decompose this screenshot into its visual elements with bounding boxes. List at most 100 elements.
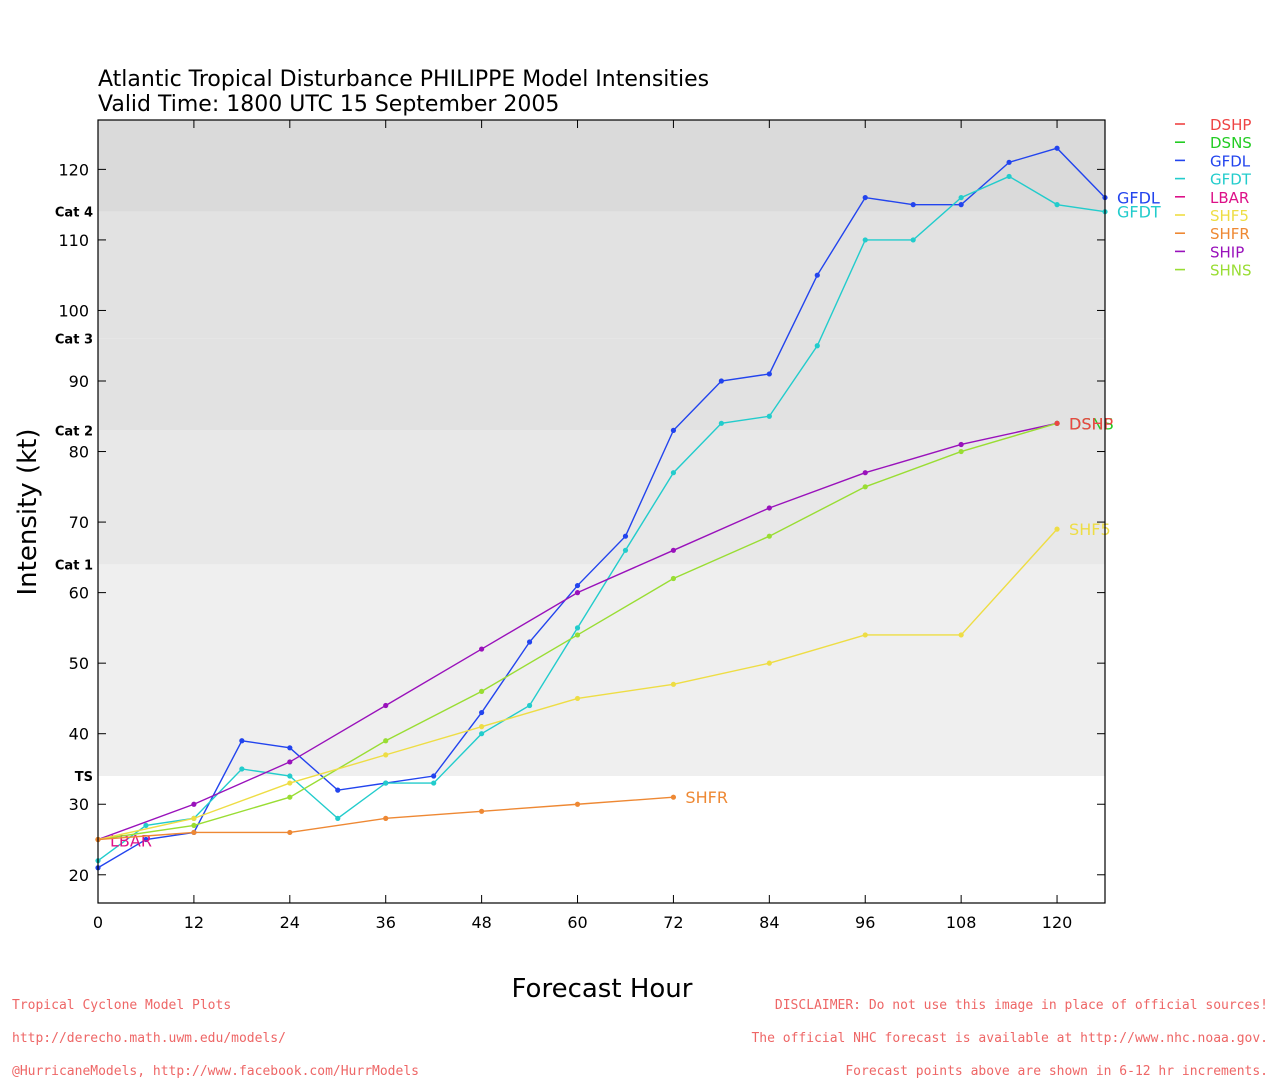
y-tick-label: 70 <box>69 513 89 532</box>
legend-item: DSNS <box>1175 134 1252 152</box>
series-end-label: GFDT <box>1117 203 1161 222</box>
data-point <box>143 836 149 843</box>
footer-disclaimer-line: Forecast points above are shown in 6-12 … <box>845 1064 1268 1079</box>
series-shfr: SHFR <box>95 788 728 843</box>
data-point <box>622 533 629 539</box>
y-tick-label: 30 <box>69 795 89 814</box>
data-point <box>479 724 485 730</box>
data-point <box>910 202 916 208</box>
data-point <box>766 371 772 377</box>
footer-credit-line: http://derecho.math.uwm.edu/models/ <box>12 1031 286 1046</box>
x-tick-label: 108 <box>946 913 977 932</box>
legend-item: DSHP <box>1175 116 1251 134</box>
x-axis-label: Forecast Hour <box>512 974 693 1004</box>
data-point <box>239 738 245 744</box>
data-point <box>431 773 437 779</box>
legend-label: SHF5 <box>1210 207 1249 225</box>
data-point <box>670 575 677 582</box>
data-point <box>287 794 293 800</box>
data-point <box>958 632 964 638</box>
data-point <box>383 738 389 744</box>
y-axis-ticks: 20 30 40 50 60 70 80 90 100 110 120 <box>58 160 1105 885</box>
x-tick-label: 60 <box>567 913 587 932</box>
data-point <box>1006 159 1012 165</box>
legend-label: DSHP <box>1210 116 1251 134</box>
category-label: Cat 1 <box>55 558 93 573</box>
data-point <box>479 731 485 737</box>
x-tick-label: 48 <box>471 913 491 932</box>
y-axis-label: Intensity (kt) <box>13 429 43 596</box>
data-point <box>191 822 197 829</box>
category-band <box>98 338 1105 431</box>
data-point <box>1054 202 1060 208</box>
data-point <box>862 237 868 243</box>
series-ship <box>95 420 1060 843</box>
x-tick-label: 12 <box>184 913 204 932</box>
series-end-label: DSHP <box>1069 414 1114 433</box>
data-point <box>670 547 677 553</box>
footer-disclaimer-line: The official NHC forecast is available a… <box>751 1031 1268 1046</box>
data-point <box>670 794 677 800</box>
data-point <box>766 660 772 666</box>
data-point <box>670 470 677 476</box>
legend-item: LBAR <box>1175 189 1249 207</box>
data-point <box>383 780 389 786</box>
footer-credits: Tropical Cyclone Model Plots http://dere… <box>12 978 419 1088</box>
x-tick-label: 84 <box>759 913 779 932</box>
data-point <box>574 590 581 596</box>
data-point <box>191 815 197 821</box>
data-point <box>862 632 868 638</box>
data-point <box>335 815 341 821</box>
data-point <box>287 773 293 779</box>
data-point <box>287 829 293 836</box>
category-label: Cat 4 <box>55 206 93 221</box>
chart-title: Atlantic Tropical Disturbance PHILIPPE M… <box>98 67 709 92</box>
data-point <box>958 202 964 208</box>
data-point <box>383 752 389 758</box>
x-axis-ticks: 0 12 24 36 48 60 72 84 96 108 120 <box>93 120 1072 932</box>
data-point <box>670 427 677 433</box>
y-tick-label: 40 <box>69 725 89 744</box>
data-point <box>718 420 724 426</box>
legend-label: SHNS <box>1210 262 1252 280</box>
category-bands <box>98 120 1105 777</box>
category-label: Cat 3 <box>55 333 93 348</box>
data-point <box>479 646 485 652</box>
legend-label: DSNS <box>1210 134 1252 152</box>
legend-label: SHIP <box>1210 243 1244 261</box>
data-point <box>526 639 533 645</box>
data-point <box>958 448 964 455</box>
footer-disclaimer-line: DISCLAIMER: Do not use this image in pla… <box>774 998 1268 1013</box>
data-point <box>383 702 389 709</box>
data-point <box>766 413 772 419</box>
x-tick-label: 72 <box>663 913 683 932</box>
data-point <box>622 547 629 553</box>
data-point <box>670 681 677 687</box>
series-line <box>97 147 1106 869</box>
category-band <box>98 564 1105 777</box>
data-point <box>574 695 581 702</box>
data-point <box>958 194 964 201</box>
intensity-chart: Atlantic Tropical Disturbance PHILIPPE M… <box>13 67 1252 1004</box>
data-point <box>526 702 533 709</box>
y-tick-label: 100 <box>58 301 89 320</box>
category-band <box>98 211 1105 339</box>
legend-label: GFDL <box>1210 152 1251 170</box>
data-point <box>862 484 868 490</box>
data-point <box>239 766 245 772</box>
data-point <box>574 582 581 589</box>
x-tick-label: 0 <box>93 913 103 932</box>
data-point <box>574 632 581 638</box>
data-point <box>862 194 868 201</box>
data-point <box>1006 173 1012 180</box>
data-point <box>383 815 389 821</box>
legend-label: GFDT <box>1210 171 1252 189</box>
series-shf5: SHF5 <box>95 520 1111 843</box>
legend-label: LBAR <box>1210 189 1249 207</box>
data-point <box>335 787 341 793</box>
data-point <box>814 272 820 278</box>
footer-disclaimer: DISCLAIMER: Do not use this image in pla… <box>751 978 1268 1088</box>
chart-subtitle: Valid Time: 1800 UTC 15 September 2005 <box>98 92 559 117</box>
legend-item: GFDL <box>1175 152 1251 170</box>
